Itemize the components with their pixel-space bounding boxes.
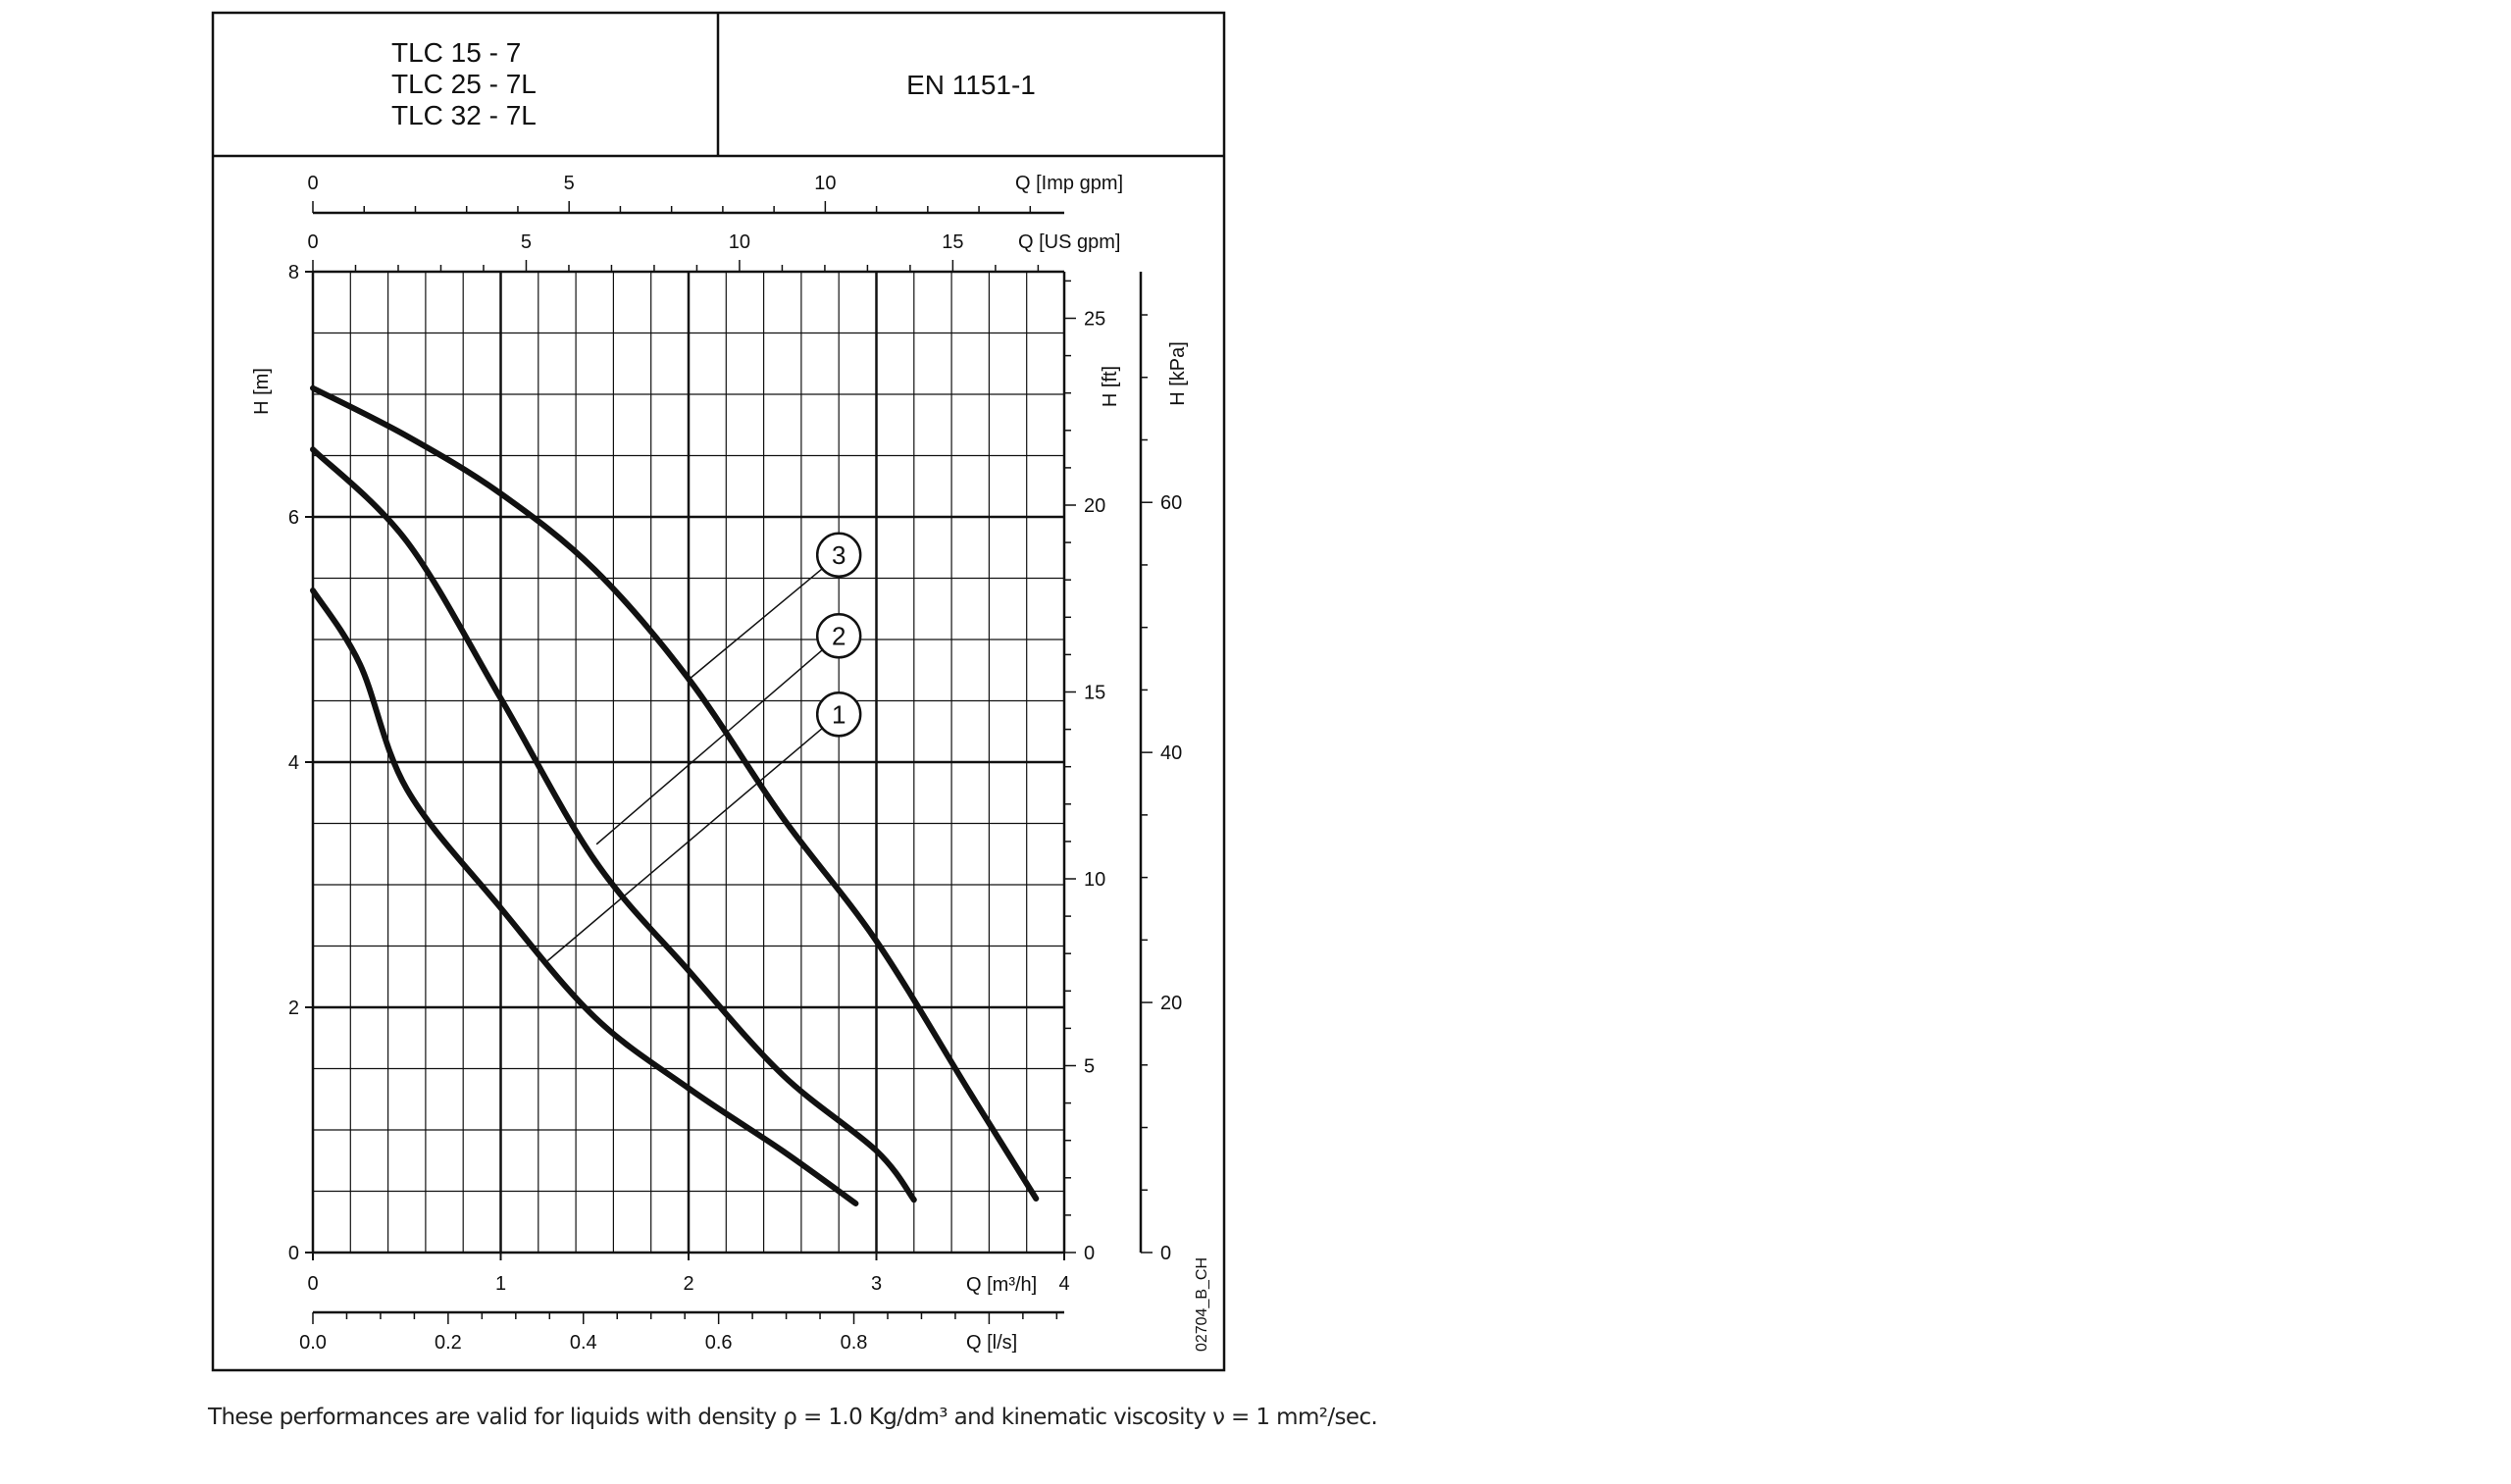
ft-axis-label: H [ft] [1100, 366, 1121, 407]
kpa-tick-label: 20 [1160, 993, 1182, 1014]
us-gpm-tick-label: 10 [729, 231, 750, 253]
l-s-tick-label: 0.6 [705, 1332, 733, 1354]
footnote: These performances are valid for liquids… [208, 1405, 1378, 1430]
l-s-tick-label: 0.8 [841, 1332, 868, 1354]
model-3: TLC 32 - 7L [391, 100, 537, 130]
kpa-tick-label: 0 [1160, 1243, 1171, 1264]
callout-leader-1 [546, 727, 823, 962]
imp-gpm-tick-label: 0 [307, 173, 318, 194]
us-gpm-tick-label: 15 [942, 231, 963, 253]
l-s-axis-label: Q [l/s] [966, 1332, 1017, 1354]
callout-label-2: 2 [832, 621, 846, 650]
kpa-tick-label: 40 [1160, 742, 1182, 764]
callout-circle-2 [815, 613, 862, 659]
callout-leader-3 [686, 568, 823, 683]
x-tick-label: 4 [1058, 1273, 1069, 1295]
curve-2 [310, 446, 917, 1203]
ft-tick-label: 0 [1084, 1243, 1095, 1264]
grid [311, 270, 1066, 1254]
model-2: TLC 25 - 7L [391, 69, 537, 99]
y-tick-label: 2 [288, 998, 299, 1019]
us-gpm-tick-label: 5 [521, 231, 532, 253]
us-gpm-tick-label: 0 [307, 231, 318, 253]
imp-gpm-tick-label: 10 [814, 173, 836, 194]
model-1: TLC 15 - 7 [391, 37, 521, 68]
y-tick-label: 8 [288, 262, 299, 283]
callout-label-3: 3 [832, 540, 846, 570]
ft-tick-label: 5 [1084, 1056, 1095, 1078]
ft-tick-label: 15 [1084, 683, 1105, 704]
curve-3 [310, 384, 1040, 1202]
callout-label-1: 1 [832, 699, 846, 729]
drawing-code: 02704_B_CH [1194, 1257, 1210, 1352]
x-tick-label: 0 [307, 1273, 318, 1295]
x-tick-label: 1 [495, 1273, 506, 1295]
l-s-tick-label: 0.2 [435, 1332, 462, 1354]
curves: 1 2 3 [310, 384, 1040, 1206]
ft-tick-label: 25 [1084, 309, 1105, 331]
y-tick-label: 6 [288, 507, 299, 529]
l-s-tick-label: 0.4 [570, 1332, 597, 1354]
callout-leader-2 [595, 649, 824, 845]
x-tick-label: 3 [871, 1273, 882, 1295]
us-gpm-axis-label: Q [US gpm] [1018, 231, 1120, 253]
ft-tick-label: 10 [1084, 869, 1105, 891]
imp-gpm-tick-label: 5 [564, 173, 575, 194]
x-tick-label: 2 [683, 1273, 693, 1295]
curve-1 [310, 588, 859, 1206]
axis-labels: Q [Imp gpm] Q [US gpm] Q [m³/h] Q [l/s] … [251, 173, 1210, 1354]
ft-tick-label: 20 [1084, 495, 1105, 517]
l-s-tick-label: 0.0 [299, 1332, 327, 1354]
x-axis-label: Q [m³/h] [966, 1274, 1037, 1296]
callout-circle-1 [815, 691, 862, 738]
imp-gpm-axis-label: Q [Imp gpm] [1015, 173, 1123, 194]
standard-label: EN 1151-1 [906, 70, 1036, 100]
callout-circle-3 [815, 532, 862, 578]
y-axis-label: H [m] [251, 368, 273, 415]
y-tick-label: 4 [288, 752, 299, 774]
y-tick-label: 0 [288, 1243, 299, 1264]
kpa-axis-label: H [kPa] [1167, 341, 1189, 406]
kpa-tick-label: 60 [1160, 492, 1182, 514]
